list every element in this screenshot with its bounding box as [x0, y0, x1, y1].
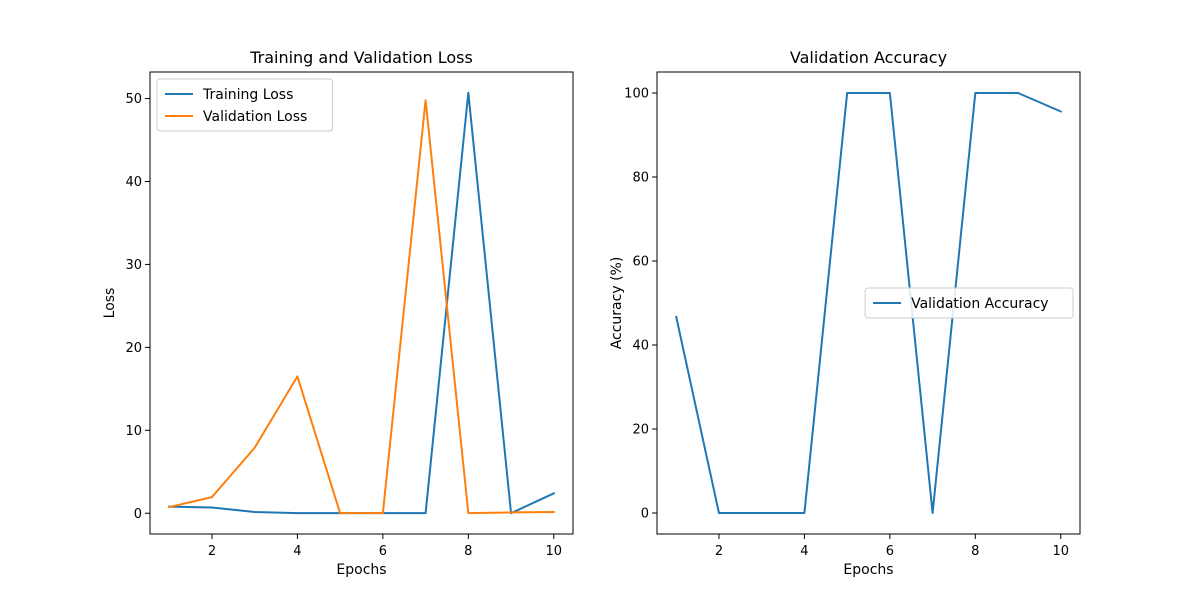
y-tick-label: 10 — [125, 424, 142, 439]
y-tick-label: 80 — [632, 171, 649, 186]
y-tick-label: 50 — [125, 92, 142, 107]
y-tick-label: 100 — [624, 87, 649, 102]
y-axis-label: Accuracy (%) — [609, 257, 625, 350]
x-axis-label: Epochs — [843, 562, 893, 578]
y-tick-label: 20 — [632, 423, 649, 438]
y-tick-label: 40 — [125, 175, 142, 190]
legend: Validation Accuracy — [864, 287, 1074, 319]
series-line-validation-accuracy — [675, 92, 1063, 514]
series-line-training-loss — [168, 91, 556, 515]
legend: Training Loss Validation Loss — [156, 78, 333, 132]
plot-area-frame — [149, 71, 574, 535]
legend-box — [864, 287, 1074, 319]
legend-box — [156, 78, 333, 132]
x-axis-label: Epochs — [336, 562, 386, 578]
x-tick-label: 2 — [715, 544, 723, 559]
plot-area-frame — [656, 71, 1081, 535]
y-tick-label: 20 — [125, 341, 142, 356]
x-tick-label: 10 — [545, 544, 562, 559]
y-tick-label: 0 — [641, 507, 649, 522]
y-axis-label: Loss — [102, 288, 118, 319]
x-tick-label: 4 — [293, 544, 301, 559]
series-group — [168, 91, 556, 515]
y-tick-label: 0 — [134, 507, 142, 522]
x-tick-label: 6 — [379, 544, 387, 559]
series-group — [675, 92, 1063, 514]
y-tick-label: 60 — [632, 255, 649, 270]
legend-label: Training Loss — [202, 87, 293, 103]
chart-title: Validation Accuracy — [790, 48, 947, 67]
chart-panel-1: 2 4 6 8 10 0 10 20 30 40 50 Training and Validation… — [102, 48, 574, 578]
y-tick-label: 40 — [632, 339, 649, 354]
chart-title: Training and Validation Loss — [249, 48, 473, 67]
x-tick-label: 4 — [800, 544, 808, 559]
x-tick-label: 6 — [886, 544, 894, 559]
y-tick-label: 30 — [125, 258, 142, 273]
x-tick-label: 8 — [464, 544, 472, 559]
x-tick-label: 8 — [971, 544, 979, 559]
x-tick-label: 2 — [208, 544, 216, 559]
x-tick-label: 10 — [1052, 544, 1069, 559]
series-line-validation-loss — [168, 99, 555, 515]
legend-label: Validation Accuracy — [911, 296, 1049, 312]
legend-label: Validation Loss — [203, 109, 307, 125]
